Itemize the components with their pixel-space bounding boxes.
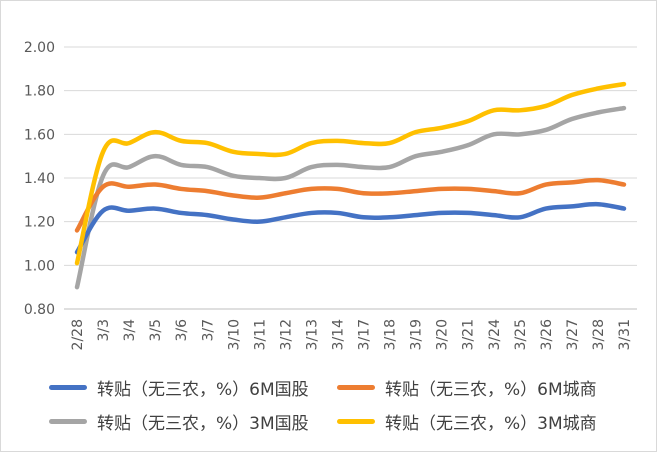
x-tick-label: 3/31: [617, 319, 633, 350]
x-tick-label: 3/18: [383, 319, 399, 350]
legend-swatch-6m-chengshang: [337, 385, 375, 390]
x-tick-label: 3/12: [278, 319, 294, 350]
legend-label-3m-guogu: 转贴（无三农，%）3M国股: [97, 414, 309, 434]
y-tick-label: 1.80: [24, 84, 55, 100]
x-tick-label: 3/3: [96, 319, 112, 342]
x-tick-label: 3/4: [122, 319, 138, 342]
legend-label-3m-chengshang: 转贴（无三农，%）3M城商: [385, 414, 597, 434]
y-tick-label: 1.00: [24, 258, 55, 274]
series-line-1: [74, 177, 627, 233]
y-tick-label: 2.00: [24, 40, 55, 56]
x-tick-label: 3/20: [435, 319, 451, 350]
x-tick-label: 3/13: [304, 319, 320, 350]
series-line-2: [74, 105, 627, 290]
series-line-0: [74, 201, 627, 255]
x-tick-label: 2/28: [70, 319, 86, 350]
series-line-3: [74, 81, 627, 266]
y-tick-label: 1.20: [24, 215, 55, 231]
legend-item-3m-guogu: 转贴（无三农，%）3M国股: [49, 409, 309, 434]
legend-label-6m-chengshang: 转贴（无三农，%）6M城商: [385, 380, 597, 400]
y-tick-label: 1.60: [24, 127, 55, 143]
legend-swatch-3m-chengshang: [337, 419, 375, 424]
x-tick-label: 3/27: [565, 319, 581, 350]
legend-label-6m-guogu: 转贴（无三农，%）6M国股: [97, 380, 309, 400]
x-tick-label: 3/10: [226, 319, 242, 350]
x-tick-label: 3/7: [200, 319, 216, 342]
legend-item-6m-guogu: 转贴（无三农，%）6M国股: [49, 375, 309, 400]
x-tick-label: 3/26: [539, 319, 555, 351]
x-tick-label: 3/17: [357, 319, 373, 350]
y-tick-label: 1.40: [24, 171, 55, 187]
legend-swatch-3m-guogu: [49, 419, 87, 424]
x-tick-label: 3/28: [591, 319, 607, 350]
x-tick-label: 3/5: [148, 319, 164, 342]
x-tick-label: 3/11: [252, 319, 268, 350]
line-chart: 0.80 1.00 1.20 1.40 1.60 1.80 2.00 2/28 3/3 3/4 3/…: [24, 40, 637, 351]
x-tick-label: 3/19: [409, 319, 425, 350]
legend-item-3m-chengshang: 转贴（无三农，%）3M城商: [337, 409, 597, 434]
legend-item-6m-chengshang: 转贴（无三农，%）6M城商: [337, 375, 597, 400]
x-tick-label: 3/21: [461, 319, 477, 350]
x-tick-label: 3/25: [513, 319, 529, 350]
x-tick-label: 3/14: [330, 319, 346, 351]
x-tick-label: 3/6: [174, 319, 190, 342]
x-tick-label: 3/24: [487, 319, 503, 351]
legend-swatch-6m-guogu: [49, 385, 87, 390]
y-tick-label: 0.80: [24, 302, 55, 318]
